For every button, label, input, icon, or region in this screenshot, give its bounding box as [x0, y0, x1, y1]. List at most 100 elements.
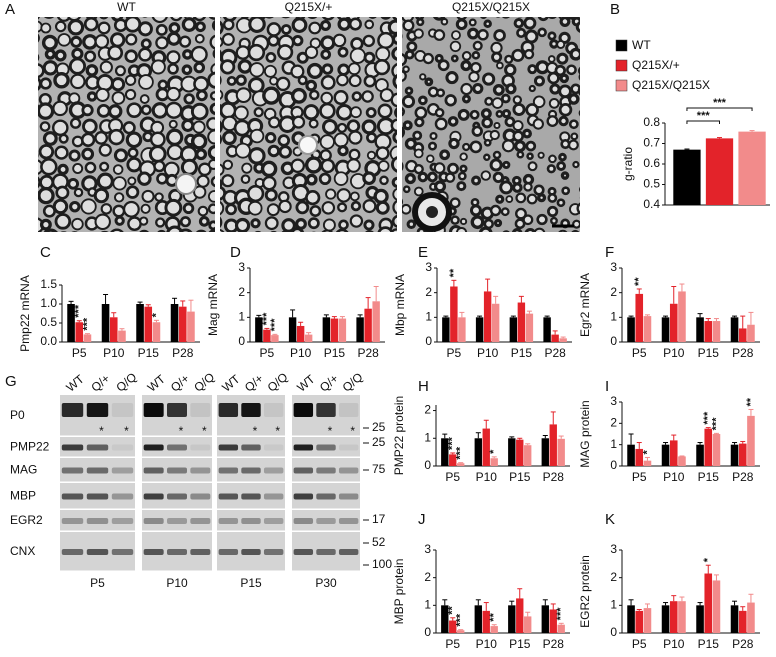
axon [512, 102, 526, 117]
bar [661, 444, 670, 466]
panel-letter: B [610, 1, 620, 18]
band [338, 549, 359, 555]
axon [480, 170, 492, 181]
error-bar [748, 311, 754, 325]
axon [113, 148, 128, 163]
axon [514, 140, 527, 153]
significance: ** [448, 268, 460, 277]
axon [139, 94, 150, 104]
x-tick-label: P15 [698, 637, 720, 651]
axon [547, 205, 559, 218]
axon [457, 108, 470, 121]
error-bar [84, 333, 90, 335]
bar [491, 303, 500, 342]
error-bar [137, 301, 143, 304]
axon [570, 132, 579, 141]
error-bar [740, 606, 746, 611]
axon [124, 74, 137, 86]
y-tick-label: 1 [424, 598, 431, 612]
axon [472, 40, 483, 51]
panel-letter: J [418, 511, 426, 528]
x-tick-label: P5 [445, 637, 460, 651]
bright-spot [175, 173, 197, 195]
error-bar [544, 315, 550, 318]
bar [509, 317, 518, 342]
blot-asterisk: * [202, 424, 207, 438]
axon [223, 18, 235, 31]
bar [449, 620, 457, 633]
axon [461, 51, 472, 61]
band [167, 467, 187, 474]
axon [247, 77, 265, 94]
lane-label: Q/+ [242, 371, 266, 394]
axon [69, 200, 81, 213]
axon [241, 162, 253, 174]
axon [489, 158, 503, 172]
x-tick-label: P28 [732, 637, 754, 651]
axon [532, 118, 544, 130]
axon [348, 130, 363, 145]
x-tick-label: P10 [476, 637, 498, 651]
axon [504, 54, 514, 64]
axon [305, 173, 318, 186]
bar [152, 322, 161, 342]
axon [182, 49, 193, 60]
axon [489, 129, 500, 141]
axon [166, 31, 181, 46]
axon [547, 55, 556, 63]
error-bar [526, 310, 532, 314]
axon [233, 119, 251, 137]
error-bar [671, 286, 677, 304]
bar [508, 605, 516, 633]
axon [220, 89, 224, 100]
panel-letter: A [5, 1, 15, 18]
y-tick-label: 0 [610, 625, 617, 639]
axon [190, 102, 209, 121]
error-bar [458, 462, 464, 464]
axon [277, 134, 291, 147]
band [61, 549, 84, 555]
axon [237, 59, 253, 74]
error-bar [644, 314, 650, 317]
bar [669, 303, 678, 342]
axon [333, 171, 349, 186]
axon [404, 86, 414, 96]
axon [193, 17, 207, 22]
band [293, 518, 314, 524]
y-tick-label: 0.5 [643, 177, 660, 191]
axon [524, 228, 536, 232]
axon [424, 77, 434, 87]
axon [347, 62, 361, 76]
band [86, 549, 109, 555]
axon [412, 130, 423, 141]
axon [38, 104, 40, 113]
bar [730, 444, 739, 466]
axon [82, 34, 98, 50]
axon [38, 152, 39, 158]
error-bar [483, 419, 489, 429]
band [167, 549, 187, 555]
error-bar [180, 300, 186, 307]
axon [110, 32, 126, 48]
axon [546, 164, 556, 174]
band [241, 518, 261, 524]
axon [137, 171, 152, 186]
band [338, 403, 359, 417]
axon [500, 207, 510, 217]
axon [167, 63, 179, 75]
axon [350, 200, 362, 212]
y-tick-label: 2 [610, 285, 617, 299]
axon [512, 130, 524, 142]
bar [669, 601, 678, 633]
band [218, 493, 239, 500]
axon [471, 175, 482, 186]
axon [346, 119, 361, 133]
band [143, 403, 164, 417]
bar [441, 605, 449, 633]
axon [38, 190, 39, 197]
axon [57, 163, 69, 176]
axon [111, 91, 126, 105]
band [190, 493, 211, 500]
axon [154, 192, 164, 202]
axon [575, 20, 580, 33]
